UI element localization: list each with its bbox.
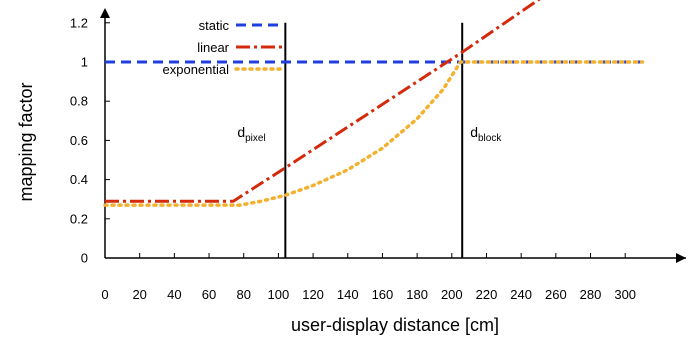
y-axis-arrow [100, 8, 110, 18]
series-line-exponential [103, 60, 645, 207]
annotation-block: dblock [470, 124, 502, 144]
threshold-lines [284, 22, 464, 258]
y-tick-label: 0.2 [70, 211, 88, 226]
legend-label-static: static [199, 18, 230, 33]
legend-label-exponential: exponential [163, 62, 230, 77]
x-tick-label: 120 [302, 287, 324, 302]
y-tick-label: 0 [81, 251, 88, 266]
x-tick-label: 280 [580, 287, 602, 302]
y-tick-label: 0.8 [70, 94, 88, 109]
annotation-pixel: dpixel [237, 124, 265, 144]
series-lines [103, 0, 645, 207]
axes [100, 8, 686, 263]
x-tick-label: 140 [337, 287, 359, 302]
x-tick-label: 160 [372, 287, 394, 302]
y-tick-label: 0.4 [70, 172, 88, 187]
annotations: dpixel dblock [237, 124, 502, 144]
legend: static linear exponential [163, 18, 286, 77]
x-axis-title: user-display distance [cm] [291, 315, 499, 335]
legend-label-linear: linear [197, 40, 229, 55]
y-tick-label: 1 [81, 55, 88, 70]
x-tick-label: 300 [614, 287, 636, 302]
y-tick-label: 0.6 [70, 133, 88, 148]
x-tick-label: 80 [236, 287, 250, 302]
y-axis-title: mapping factor [16, 82, 36, 201]
x-tick-label: 20 [132, 287, 146, 302]
x-tick-label: 100 [268, 287, 290, 302]
x-tick-label: 60 [202, 287, 216, 302]
x-tick-label: 240 [510, 287, 532, 302]
series-line-linear [105, 0, 541, 203]
x-tick-label: 220 [476, 287, 498, 302]
x-axis-arrow [676, 253, 686, 263]
x-tick-label: 260 [545, 287, 567, 302]
x-tick-label: 180 [406, 287, 428, 302]
x-tick-label: 200 [441, 287, 463, 302]
x-tick-label: 40 [167, 287, 181, 302]
y-tick-label: 1.2 [70, 15, 88, 30]
tick-labels: 0 20 40 60 80 100 120 140 160 180 200 220 240 260 280 3… [70, 15, 636, 302]
x-tick-label: 0 [101, 287, 108, 302]
